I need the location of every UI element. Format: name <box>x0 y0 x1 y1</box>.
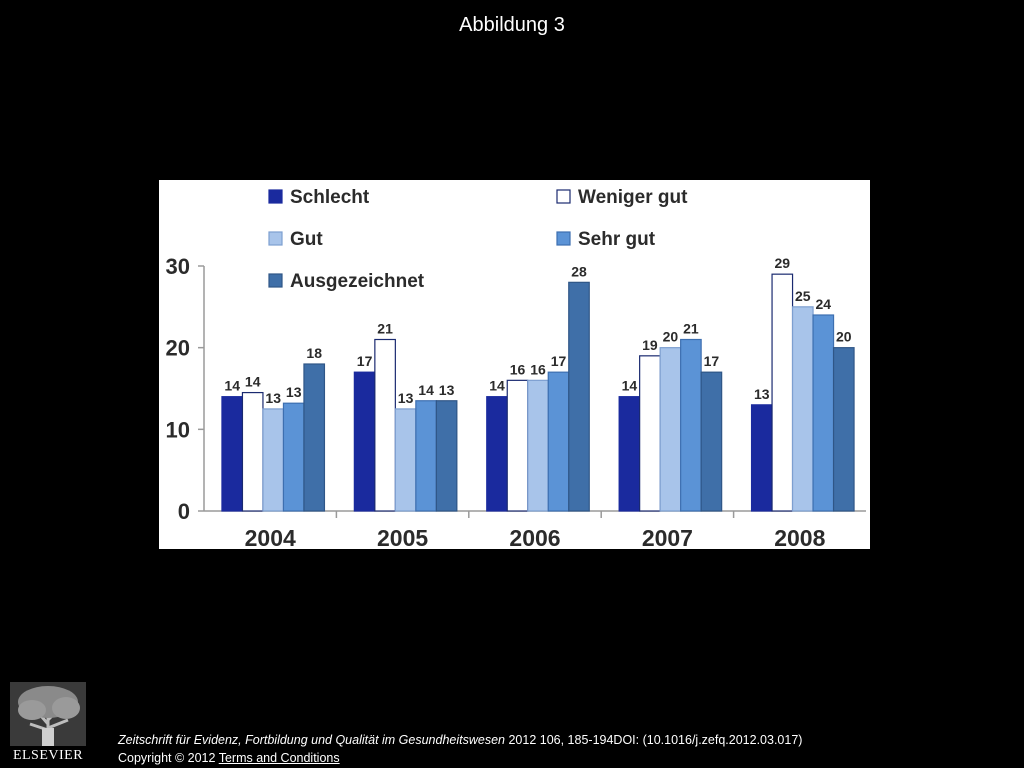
data-label: 14 <box>418 382 434 398</box>
legend-label: Gut <box>290 229 323 250</box>
bar <box>700 371 723 512</box>
y-tick-label: 0 <box>178 499 190 524</box>
bar <box>353 371 376 512</box>
terms-link[interactable]: Terms and Conditions <box>218 751 340 765</box>
data-label: 13 <box>398 390 414 406</box>
bar <box>486 396 508 512</box>
legend-swatch <box>268 231 283 246</box>
data-label: 25 <box>795 288 811 304</box>
data-label: 17 <box>357 353 373 369</box>
bar <box>547 371 570 512</box>
bar <box>812 314 835 512</box>
x-tick-label: 2004 <box>245 525 296 549</box>
elsevier-wordmark: ELSEVIER <box>12 748 84 763</box>
bar <box>639 355 661 512</box>
bar-chart: Schlecht Weniger gut Gut Sehr gut Ausgezeich… <box>166 187 866 549</box>
bar <box>303 363 326 512</box>
bar <box>791 306 814 512</box>
bar <box>241 391 264 512</box>
data-label: 13 <box>265 390 281 406</box>
data-label: 14 <box>224 378 240 394</box>
legend-swatch <box>268 273 283 288</box>
data-label: 16 <box>510 361 526 377</box>
bar <box>221 396 244 512</box>
data-label: 14 <box>622 378 638 394</box>
data-label: 21 <box>683 321 699 337</box>
y-tick-label: 20 <box>166 336 190 361</box>
bar <box>680 338 702 512</box>
y-tick-label: 30 <box>166 254 190 279</box>
legend-label: Ausgezeichnet <box>290 271 425 292</box>
x-tick-label: 2008 <box>774 525 825 549</box>
bar <box>568 281 590 512</box>
data-label: 14 <box>489 378 505 394</box>
bar <box>832 347 855 512</box>
chart-panel: Schlecht Weniger gut Gut Sehr gut Ausgezeich… <box>159 180 870 549</box>
legend-swatch <box>556 189 571 204</box>
data-label: 13 <box>754 386 770 402</box>
bar <box>527 379 549 512</box>
slide-title: Abbildung 3 <box>459 14 565 36</box>
data-label: 21 <box>377 321 393 337</box>
legend-label: Weniger gut <box>578 187 688 208</box>
copyright-line: Copyright © 2012 Terms and Conditions <box>118 749 802 767</box>
data-label: 24 <box>816 296 832 312</box>
data-label: 16 <box>530 361 546 377</box>
bar <box>415 400 437 512</box>
legend-swatch <box>268 189 283 204</box>
data-label: 29 <box>775 255 791 271</box>
bar <box>435 400 458 512</box>
data-label: 20 <box>663 329 679 345</box>
data-label: 19 <box>642 337 658 353</box>
citation-line: Zeitschrift für Evidenz, Fortbildung und… <box>118 731 802 749</box>
elsevier-tree-icon <box>10 682 86 746</box>
y-tick-label: 10 <box>166 417 190 442</box>
data-label: 14 <box>245 374 261 390</box>
bar <box>374 338 396 512</box>
x-tick-label: 2006 <box>509 525 560 549</box>
citation-footer: Zeitschrift für Evidenz, Fortbildung und… <box>118 731 802 767</box>
data-label: 20 <box>836 329 852 345</box>
copyright-text: Copyright © 2012 <box>118 751 219 765</box>
bar <box>394 408 417 512</box>
data-label: 17 <box>704 353 720 369</box>
data-label: 18 <box>306 345 322 361</box>
x-tick-label: 2007 <box>642 525 693 549</box>
data-label: 28 <box>571 263 587 279</box>
bar <box>771 273 794 512</box>
data-label: 17 <box>551 353 567 369</box>
legend-label: Sehr gut <box>578 229 656 250</box>
legend-swatch <box>556 231 571 246</box>
bar <box>282 402 305 512</box>
data-label: 13 <box>286 384 302 400</box>
data-label: 13 <box>439 382 455 398</box>
journal-name: Zeitschrift für Evidenz, Fortbildung und… <box>118 733 505 747</box>
bar <box>506 379 529 512</box>
bar <box>618 396 641 512</box>
citation-details: 2012 106, 185-194DOI: (10.1016/j.zefq.20… <box>505 733 803 747</box>
bar <box>750 404 773 512</box>
bar <box>262 408 285 512</box>
bar <box>659 347 682 512</box>
legend-label: Schlecht <box>290 187 370 208</box>
x-tick-label: 2005 <box>377 525 428 549</box>
